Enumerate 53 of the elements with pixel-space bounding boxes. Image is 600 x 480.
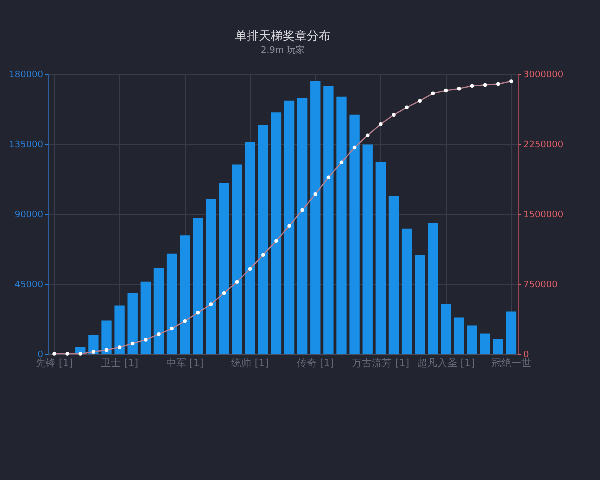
bar: [441, 304, 452, 354]
bar: [388, 196, 400, 354]
bar: [428, 223, 438, 354]
y-tick-label: 45000: [14, 280, 44, 290]
bar: [166, 254, 178, 354]
x-tick-label: 万古流芳 [1]: [352, 358, 410, 370]
bar: [376, 162, 386, 354]
bar: [88, 335, 99, 354]
y-tick-label: 90000: [14, 210, 44, 220]
chart-title: 单排天梯奖章分布: [235, 29, 331, 43]
y2-tick-label: 0: [524, 350, 530, 360]
x-tick-label: 先锋 [1]: [36, 358, 74, 370]
bar: [350, 114, 360, 354]
x-tick-label: 卫士 [1]: [101, 358, 139, 370]
y2-tick-label: 3000000: [524, 70, 564, 80]
y2-tick-label: 1500000: [524, 210, 564, 220]
bar: [506, 312, 517, 354]
bar: [284, 100, 295, 354]
bar: [114, 306, 125, 354]
bar: [219, 183, 230, 354]
bar: [193, 218, 204, 354]
bar: [454, 318, 464, 354]
y2-tick-label: 750000: [524, 280, 558, 290]
bar: [324, 86, 334, 354]
chart-subtitle: 2.9m 玩家: [261, 45, 305, 56]
bar: [493, 339, 504, 354]
x-tick-label: 统帅 [1]: [232, 358, 270, 370]
bar: [336, 96, 347, 354]
y-tick-label: 0: [38, 350, 44, 360]
bar: [480, 334, 490, 354]
bar: [362, 144, 373, 354]
bar: [232, 164, 242, 354]
bar: [245, 142, 256, 354]
bar: [154, 268, 164, 354]
bar: [180, 236, 190, 354]
y-tick-label: 180000: [9, 70, 44, 80]
x-tick-label: 传奇 [1]: [296, 358, 334, 370]
bar: [258, 125, 269, 354]
bar: [206, 199, 216, 354]
x-tick-label: 冠绝一世: [491, 358, 532, 370]
bar: [271, 112, 282, 354]
bar: [467, 326, 478, 354]
bar: [102, 320, 112, 354]
bar: [297, 98, 308, 354]
bar: [128, 293, 138, 354]
x-tick-label: 中军 [1]: [166, 358, 204, 370]
bar: [140, 282, 152, 354]
bar: [310, 81, 321, 354]
bar: [414, 255, 426, 354]
x-tick-label: 超凡入圣 [1]: [418, 358, 475, 370]
bar: [402, 228, 412, 354]
y2-tick-label: 2250000: [524, 140, 564, 150]
y-tick-label: 135000: [9, 140, 44, 150]
